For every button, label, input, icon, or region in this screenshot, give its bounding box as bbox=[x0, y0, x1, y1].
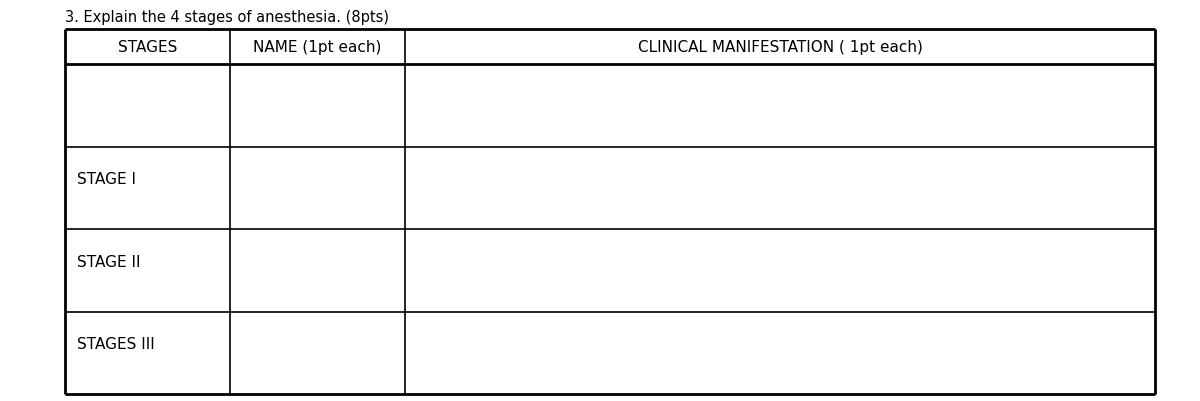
Text: STAGE II: STAGE II bbox=[77, 254, 140, 269]
Text: STAGE I: STAGE I bbox=[77, 172, 136, 187]
Text: 3. Explain the 4 stages of anesthesia. (8pts): 3. Explain the 4 stages of anesthesia. (… bbox=[65, 10, 389, 25]
Text: NAME (1pt each): NAME (1pt each) bbox=[253, 40, 382, 55]
Text: STAGES: STAGES bbox=[118, 40, 178, 55]
Text: STAGES III: STAGES III bbox=[77, 336, 155, 351]
Text: CLINICAL MANIFESTATION ( 1pt each): CLINICAL MANIFESTATION ( 1pt each) bbox=[637, 40, 923, 55]
